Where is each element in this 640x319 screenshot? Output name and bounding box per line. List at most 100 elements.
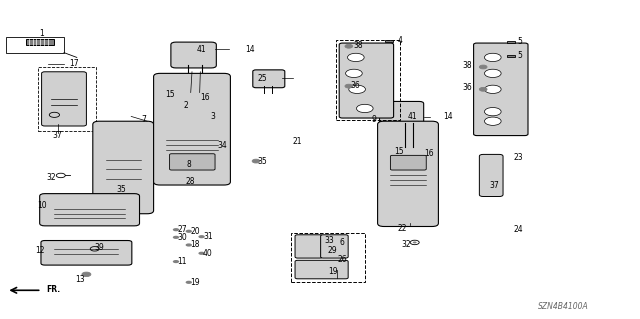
FancyBboxPatch shape	[40, 194, 140, 226]
Text: 35: 35	[116, 185, 127, 194]
Bar	[291, 233, 365, 282]
Text: 38: 38	[462, 61, 472, 70]
Text: 5: 5	[517, 51, 522, 60]
Bar	[26, 39, 54, 45]
Circle shape	[173, 260, 179, 263]
Text: 41: 41	[408, 112, 418, 121]
Text: 3: 3	[211, 112, 216, 121]
Text: 5: 5	[517, 37, 522, 46]
Text: 26: 26	[337, 256, 348, 264]
Text: 36: 36	[350, 81, 360, 90]
Circle shape	[82, 272, 91, 277]
Circle shape	[198, 235, 205, 238]
Text: 39: 39	[94, 243, 104, 252]
Circle shape	[484, 108, 501, 116]
Text: 6: 6	[340, 238, 345, 247]
Circle shape	[479, 87, 487, 91]
FancyBboxPatch shape	[390, 155, 426, 170]
Text: 21: 21	[292, 137, 301, 146]
FancyBboxPatch shape	[380, 101, 424, 125]
Text: 15: 15	[394, 147, 404, 156]
Circle shape	[484, 53, 501, 62]
Circle shape	[252, 159, 260, 163]
Bar	[6, 37, 64, 53]
Text: 32: 32	[46, 173, 56, 182]
Circle shape	[345, 84, 353, 88]
Text: 16: 16	[424, 149, 434, 158]
Text: 34: 34	[218, 141, 228, 150]
Text: 17: 17	[68, 59, 79, 68]
Circle shape	[188, 105, 196, 109]
Text: 33: 33	[324, 236, 335, 245]
Text: 2: 2	[183, 101, 188, 110]
Text: 41: 41	[196, 45, 207, 54]
Text: 15: 15	[164, 90, 175, 99]
FancyBboxPatch shape	[378, 121, 438, 226]
Circle shape	[413, 241, 417, 243]
Circle shape	[479, 65, 487, 69]
Text: 11: 11	[178, 257, 187, 266]
Text: 7: 7	[141, 115, 147, 124]
FancyBboxPatch shape	[170, 154, 215, 170]
Circle shape	[108, 186, 116, 190]
Text: 31: 31	[203, 232, 213, 241]
FancyBboxPatch shape	[41, 241, 132, 265]
Text: 14: 14	[244, 45, 255, 54]
Bar	[336, 40, 400, 120]
FancyBboxPatch shape	[339, 43, 394, 118]
Text: 28: 28	[186, 177, 195, 186]
FancyBboxPatch shape	[479, 154, 503, 197]
Text: 19: 19	[328, 267, 338, 276]
Text: 36: 36	[462, 83, 472, 92]
Text: 4: 4	[397, 36, 403, 45]
Text: 8: 8	[186, 160, 191, 169]
FancyBboxPatch shape	[321, 235, 348, 258]
Circle shape	[173, 228, 179, 231]
FancyBboxPatch shape	[154, 73, 230, 185]
Circle shape	[484, 117, 501, 125]
Text: 25: 25	[257, 74, 268, 83]
Text: 9: 9	[372, 115, 377, 124]
Text: 38: 38	[353, 41, 364, 50]
Circle shape	[186, 243, 192, 247]
Text: SZN4B4100A: SZN4B4100A	[538, 302, 589, 311]
Circle shape	[345, 44, 353, 48]
Text: 30: 30	[177, 233, 188, 242]
Text: 19: 19	[190, 278, 200, 287]
Text: 23: 23	[513, 153, 524, 162]
Text: 32: 32	[401, 240, 412, 249]
Bar	[507, 55, 515, 57]
Circle shape	[348, 53, 364, 62]
Circle shape	[349, 85, 365, 93]
Circle shape	[484, 85, 501, 93]
Circle shape	[186, 230, 192, 233]
FancyBboxPatch shape	[474, 43, 528, 136]
Circle shape	[356, 104, 373, 113]
Text: 27: 27	[177, 225, 188, 234]
Text: 22: 22	[397, 224, 406, 233]
Circle shape	[198, 252, 205, 255]
Text: 20: 20	[190, 227, 200, 236]
Text: 1: 1	[39, 29, 44, 38]
FancyBboxPatch shape	[253, 70, 285, 88]
Text: 10: 10	[36, 201, 47, 210]
Text: 16: 16	[200, 93, 210, 102]
Circle shape	[346, 69, 362, 78]
FancyBboxPatch shape	[295, 235, 323, 258]
Circle shape	[203, 114, 211, 117]
Text: 29: 29	[328, 246, 338, 255]
Text: 13: 13	[75, 275, 85, 284]
Text: 37: 37	[490, 181, 500, 189]
Circle shape	[484, 69, 501, 78]
FancyBboxPatch shape	[171, 42, 216, 68]
Text: 37: 37	[52, 131, 63, 140]
Text: 18: 18	[191, 241, 200, 249]
Bar	[385, 40, 393, 42]
Text: 12: 12	[36, 246, 45, 255]
Text: 40: 40	[203, 249, 213, 258]
Text: 35: 35	[257, 157, 268, 166]
Bar	[507, 41, 515, 43]
Text: 24: 24	[513, 225, 524, 234]
FancyBboxPatch shape	[93, 121, 154, 214]
Circle shape	[186, 281, 192, 284]
